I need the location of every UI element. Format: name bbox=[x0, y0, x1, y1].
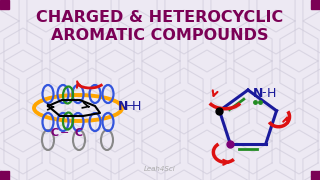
Text: -: - bbox=[261, 87, 266, 100]
Text: C: C bbox=[51, 128, 59, 138]
Text: −: − bbox=[126, 101, 135, 111]
Text: H: H bbox=[132, 100, 141, 112]
Text: N: N bbox=[253, 87, 263, 100]
Bar bbox=[0, 171, 9, 180]
Bar bbox=[311, 0, 320, 9]
Bar bbox=[311, 171, 320, 180]
Text: AROMATIC COMPOUNDS: AROMATIC COMPOUNDS bbox=[51, 28, 269, 43]
Bar bbox=[0, 0, 9, 9]
Text: −: − bbox=[60, 128, 70, 138]
Text: H: H bbox=[267, 87, 276, 100]
Text: Leah4Sci: Leah4Sci bbox=[144, 166, 176, 172]
Text: C: C bbox=[75, 128, 83, 138]
Text: CHARGED & HETEROCYCLIC: CHARGED & HETEROCYCLIC bbox=[36, 10, 284, 25]
Text: N: N bbox=[118, 100, 128, 112]
